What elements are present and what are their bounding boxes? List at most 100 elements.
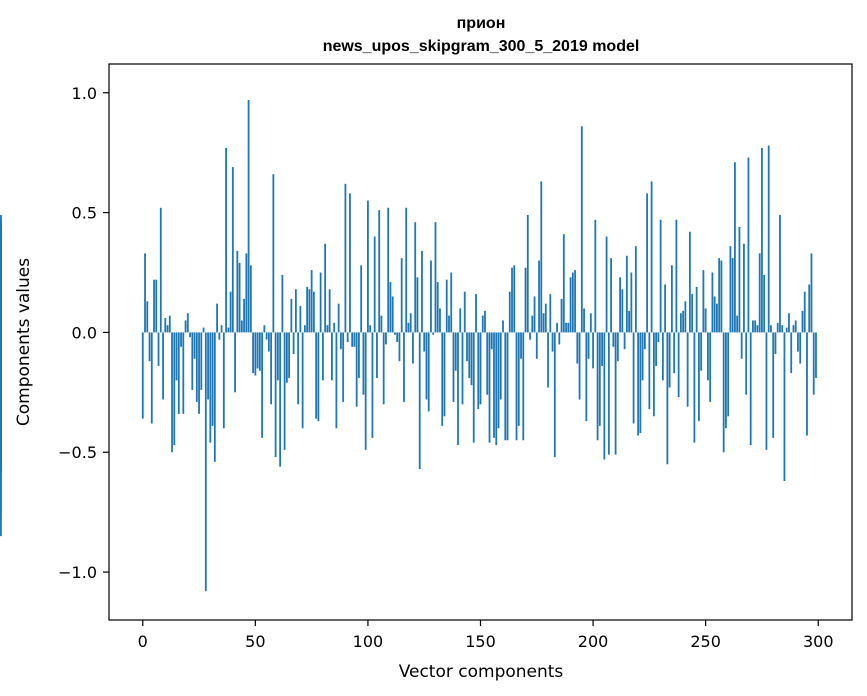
bar xyxy=(770,325,772,333)
bar xyxy=(625,255,628,333)
bar xyxy=(621,289,624,333)
bar xyxy=(752,320,754,333)
bar xyxy=(594,219,597,333)
bar xyxy=(556,322,558,333)
bar xyxy=(470,332,473,386)
bar xyxy=(812,332,815,395)
bar xyxy=(758,253,761,333)
bar xyxy=(747,157,750,333)
bar xyxy=(168,315,171,333)
bar xyxy=(612,332,615,347)
bar xyxy=(261,332,263,438)
bar xyxy=(182,332,185,414)
bar xyxy=(668,332,671,388)
bar xyxy=(371,332,374,438)
bar xyxy=(776,322,779,333)
bar xyxy=(403,332,405,402)
bar xyxy=(472,332,475,443)
bar xyxy=(425,332,428,400)
bar xyxy=(358,332,360,378)
bar xyxy=(227,327,230,333)
bar xyxy=(533,296,536,333)
bar xyxy=(213,332,216,462)
bar xyxy=(531,315,534,333)
bar xyxy=(155,279,158,333)
bar xyxy=(524,267,527,333)
bar xyxy=(432,332,435,335)
bar xyxy=(333,322,336,333)
bar xyxy=(508,291,511,333)
bar xyxy=(792,325,795,333)
bar xyxy=(209,332,212,443)
bar xyxy=(310,270,313,333)
bar xyxy=(394,332,396,335)
bar xyxy=(736,315,739,333)
bar xyxy=(544,303,547,333)
bar xyxy=(159,207,162,333)
bar xyxy=(810,253,813,333)
bar xyxy=(634,246,637,333)
bar xyxy=(725,332,727,429)
bar xyxy=(231,167,234,333)
bar xyxy=(704,308,707,333)
bar xyxy=(436,282,439,333)
bar xyxy=(308,289,311,333)
bar xyxy=(340,332,342,350)
bar xyxy=(526,214,529,333)
bar xyxy=(272,174,275,333)
bar xyxy=(321,332,324,381)
bar xyxy=(364,332,367,450)
bar xyxy=(549,294,552,333)
bar xyxy=(495,332,498,446)
bar xyxy=(247,99,250,333)
bar xyxy=(378,210,381,333)
bar xyxy=(815,332,817,378)
bar xyxy=(538,260,540,333)
bar xyxy=(763,274,766,333)
bar xyxy=(423,332,426,352)
bar xyxy=(756,325,759,333)
bar xyxy=(414,222,417,333)
bar xyxy=(695,286,698,333)
bar xyxy=(794,320,797,333)
bar xyxy=(648,332,651,410)
bar xyxy=(745,332,748,395)
bar xyxy=(294,289,297,333)
bar xyxy=(720,260,723,333)
bar xyxy=(186,313,189,333)
x-tick-label: 50 xyxy=(245,632,265,651)
bar xyxy=(535,332,538,359)
bar xyxy=(677,332,680,398)
x-axis-ticks: 0 50 100 150 200 250 300 xyxy=(138,620,834,651)
bar xyxy=(722,332,725,453)
bar xyxy=(452,332,455,402)
bar xyxy=(475,294,477,333)
bar xyxy=(328,289,331,333)
bar xyxy=(349,193,351,333)
bar xyxy=(718,258,721,333)
bar xyxy=(171,332,173,453)
bar xyxy=(688,231,691,333)
bar xyxy=(488,332,491,443)
bar xyxy=(385,332,387,345)
bar xyxy=(589,313,592,333)
bar xyxy=(783,332,786,481)
bar xyxy=(486,332,489,395)
bar xyxy=(391,296,394,333)
bar xyxy=(808,284,811,333)
bar xyxy=(767,145,770,333)
bar xyxy=(382,332,385,405)
bar xyxy=(292,332,295,354)
bar xyxy=(389,282,392,333)
bar xyxy=(405,207,408,333)
bar xyxy=(267,332,270,352)
bar xyxy=(605,236,608,333)
bar xyxy=(517,332,520,426)
bar xyxy=(274,332,277,458)
bar xyxy=(502,320,504,333)
x-axis-label: Vector components xyxy=(399,662,564,682)
bar xyxy=(166,325,169,333)
bar xyxy=(150,332,153,424)
bar xyxy=(312,291,315,333)
